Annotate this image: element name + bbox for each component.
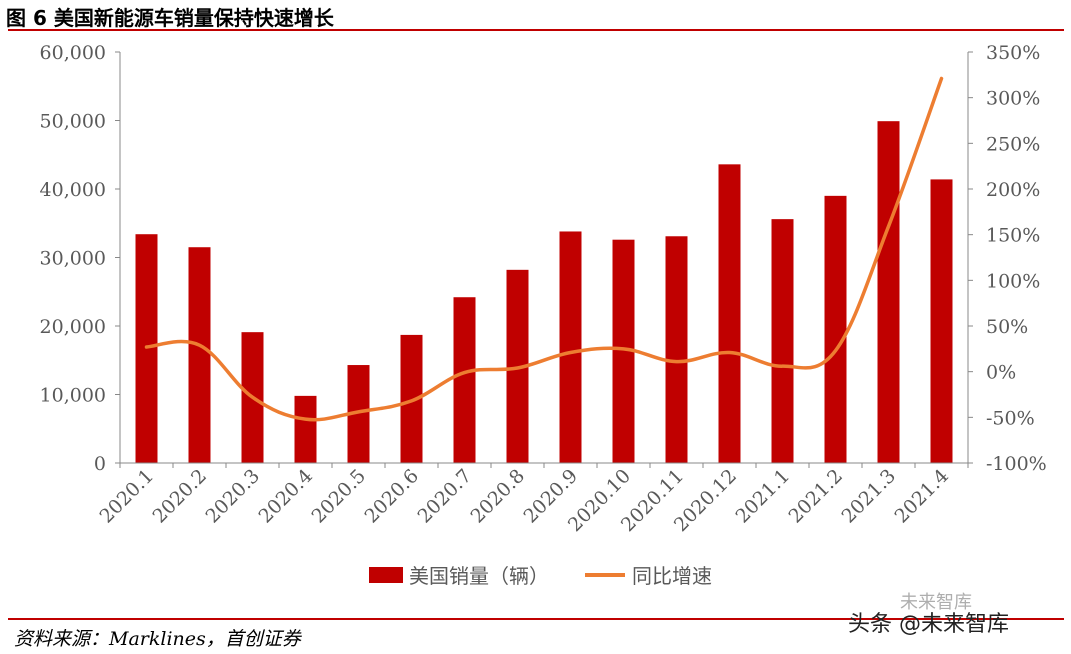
bar (665, 236, 688, 463)
y-right-tick-label: 350% (986, 42, 1040, 64)
x-tick-label: 2021.3 (837, 465, 900, 528)
bar (718, 164, 741, 463)
bar (877, 121, 900, 463)
x-tick-label: 2020.2 (148, 465, 211, 528)
source-note: 资料来源：Marklines，首创证券 (14, 628, 301, 650)
bottom-rule (8, 618, 1064, 620)
y-left-tick-label: 60,000 (40, 42, 106, 64)
y-right-tick-label: 50% (986, 316, 1028, 338)
bar (771, 219, 794, 463)
x-tick-label: 2021.4 (890, 465, 953, 528)
x-tick-label: 2020.3 (201, 465, 264, 528)
x-tick-label: 2021.2 (784, 465, 847, 528)
bar (930, 179, 953, 463)
bars-layer (135, 121, 953, 463)
bar (347, 365, 370, 463)
y-left-tick-label: 40,000 (40, 179, 106, 201)
y-left-tick-label: 20,000 (40, 316, 106, 338)
y-left-tick-label: 50,000 (40, 111, 106, 133)
axes-layer (115, 51, 973, 468)
y-right-tick-label: 150% (986, 225, 1040, 247)
line-layer (144, 76, 944, 422)
y-right-tick-label: 300% (986, 88, 1040, 110)
watermark: 头条 @未来智库 (848, 612, 1009, 637)
x-tick-label: 2020.5 (307, 465, 370, 528)
title-rule (8, 29, 1064, 31)
bar (453, 297, 476, 463)
bar (188, 247, 211, 463)
x-tick-label: 2020.8 (466, 465, 529, 528)
watermark-faint: 未来智库 (900, 592, 972, 613)
legend-label-growth: 同比增速 (632, 564, 712, 588)
legend-label-sales: 美国销量（辆） (409, 564, 549, 588)
x-tick-label: 2020.6 (360, 465, 423, 528)
y-right-tick-label: 250% (986, 133, 1040, 155)
bar (824, 195, 847, 463)
growth-series-line (144, 76, 944, 422)
y-left-tick-label: 10,000 (40, 385, 106, 407)
bar (400, 334, 423, 463)
y-left-tick-label: 0 (94, 453, 106, 475)
bar (612, 239, 635, 463)
bar (559, 231, 582, 463)
figure-title: 图 6 美国新能源车销量保持快速增长 (6, 6, 334, 30)
legend: 美国销量（辆） 同比增速 (369, 564, 712, 588)
x-tick-label: 2020.7 (413, 465, 476, 528)
y-left-tick-label: 30,000 (40, 248, 106, 270)
y-right-tick-label: -100% (986, 453, 1047, 475)
bar (294, 395, 317, 463)
x-tick-label: 2021.1 (731, 465, 794, 528)
y-right-tick-label: 200% (986, 179, 1040, 201)
legend-swatch-bar (369, 567, 403, 583)
x-tick-label: 2020.4 (254, 465, 317, 528)
y-right-tick-label: 0% (986, 362, 1016, 384)
y-right-tick-label: -50% (986, 407, 1035, 429)
y-right-tick-label: 100% (986, 270, 1040, 292)
